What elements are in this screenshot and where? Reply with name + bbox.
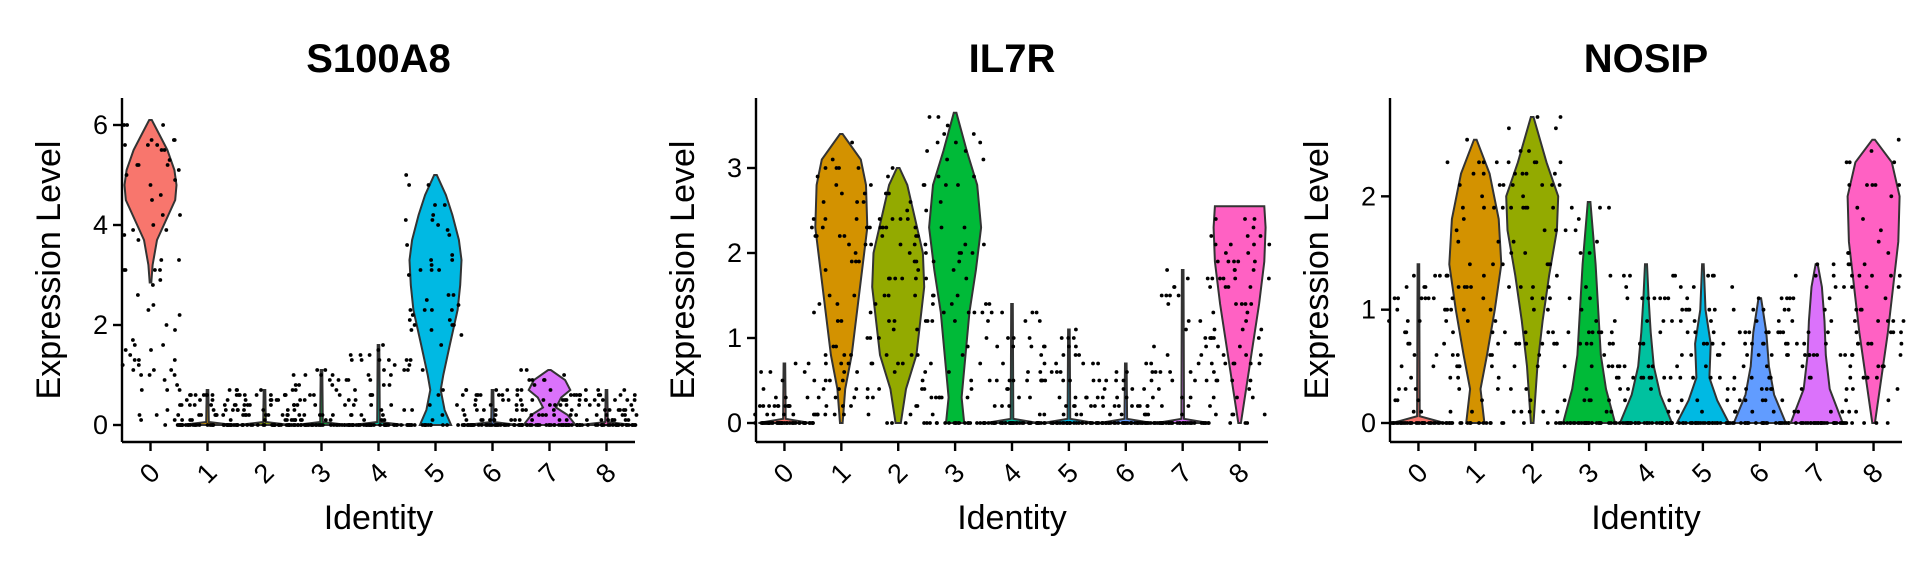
panel-title: IL7R bbox=[969, 37, 1056, 81]
violin-cluster-6 bbox=[1732, 297, 1788, 424]
points-cluster-2 bbox=[866, 166, 930, 425]
y-tick-label: 0 bbox=[93, 410, 108, 440]
x-axis-label: Identity bbox=[324, 499, 434, 537]
panel-title: S100A8 bbox=[306, 37, 451, 81]
y-tick-label: 2 bbox=[93, 310, 108, 340]
y-axis-label: Expression Level bbox=[30, 141, 68, 400]
points-cluster-7 bbox=[1785, 262, 1849, 425]
x-tick-label: 8 bbox=[1223, 457, 1255, 489]
x-tick-label: 5 bbox=[1686, 457, 1718, 489]
y-tick-label: 4 bbox=[93, 210, 108, 240]
x-tick-label: 0 bbox=[768, 457, 800, 489]
points-cluster-8 bbox=[1842, 137, 1906, 425]
points-cluster-2 bbox=[1500, 115, 1563, 425]
violin-cluster-3 bbox=[1561, 201, 1617, 424]
x-tick-label: 4 bbox=[995, 457, 1027, 489]
y-tick-label: 0 bbox=[727, 408, 742, 438]
y-tick-label: 2 bbox=[727, 238, 742, 268]
x-tick-label: 8 bbox=[590, 457, 622, 489]
x-tick-label: 2 bbox=[882, 457, 914, 489]
violin-cluster-0 bbox=[123, 119, 178, 284]
points-cluster-1 bbox=[175, 388, 239, 427]
violin-cluster-0 bbox=[758, 362, 811, 424]
points-cluster-5 bbox=[1037, 327, 1100, 425]
y-axis-label: Expression Level bbox=[1298, 141, 1336, 400]
points-cluster-4 bbox=[1614, 273, 1675, 425]
x-tick-label: 2 bbox=[248, 457, 280, 489]
x-tick-label: 5 bbox=[1052, 457, 1084, 489]
violin-cluster-8 bbox=[1212, 205, 1267, 424]
x-tick-label: 8 bbox=[1857, 457, 1889, 489]
violin-cluster-7 bbox=[1156, 269, 1209, 424]
violin-cluster-7 bbox=[521, 369, 578, 426]
x-tick-label: 0 bbox=[1402, 457, 1434, 489]
violin-cluster-5 bbox=[408, 174, 463, 426]
x-tick-label: 7 bbox=[1800, 457, 1832, 489]
x-tick-label: 5 bbox=[419, 457, 451, 489]
x-tick-label: 3 bbox=[305, 457, 337, 489]
violin-cluster-3 bbox=[928, 111, 983, 424]
points-cluster-0 bbox=[120, 123, 182, 427]
panel-title: NOSIP bbox=[1584, 37, 1708, 81]
points-cluster-1 bbox=[810, 140, 873, 417]
points-cluster-5 bbox=[1673, 273, 1735, 425]
violin-cluster-4 bbox=[1618, 263, 1674, 424]
violin-cluster-2 bbox=[871, 167, 926, 424]
x-tick-label: 0 bbox=[134, 457, 166, 489]
x-tick-label: 6 bbox=[1109, 457, 1141, 489]
x-tick-label: 1 bbox=[825, 457, 857, 489]
y-tick-label: 1 bbox=[727, 323, 742, 353]
x-tick-label: 4 bbox=[1629, 457, 1661, 489]
y-tick-label: 2 bbox=[1361, 181, 1376, 211]
violin-cluster-1 bbox=[814, 133, 869, 424]
x-tick-label: 6 bbox=[476, 457, 508, 489]
points-cluster-7 bbox=[517, 368, 580, 427]
points-cluster-4 bbox=[346, 343, 411, 427]
x-tick-label: 7 bbox=[1166, 457, 1198, 489]
x-tick-label: 2 bbox=[1516, 457, 1548, 489]
points-cluster-1 bbox=[1444, 137, 1506, 425]
x-axis-label: Identity bbox=[1591, 499, 1701, 537]
points-cluster-3 bbox=[290, 368, 352, 427]
violin-cluster-1 bbox=[1448, 138, 1503, 424]
y-tick-label: 6 bbox=[93, 110, 108, 140]
points-cluster-3 bbox=[924, 115, 986, 425]
x-tick-label: 1 bbox=[191, 457, 223, 489]
violin-cluster-4 bbox=[352, 344, 405, 426]
points-cluster-6 bbox=[1731, 296, 1791, 425]
y-axis-label: Expression Level bbox=[664, 141, 702, 400]
x-tick-label: 6 bbox=[1743, 457, 1775, 489]
points-cluster-3 bbox=[1557, 205, 1620, 425]
x-tick-label: 1 bbox=[1459, 457, 1491, 489]
violin-cluster-8 bbox=[1846, 138, 1901, 424]
points-cluster-2 bbox=[232, 388, 297, 427]
y-tick-label: 1 bbox=[1361, 295, 1376, 325]
points-cluster-7 bbox=[1151, 268, 1215, 425]
x-tick-label: 7 bbox=[533, 457, 565, 489]
x-tick-label: 3 bbox=[938, 457, 970, 489]
points-cluster-8 bbox=[1208, 217, 1272, 425]
x-tick-label: 4 bbox=[362, 457, 394, 489]
points-cluster-8 bbox=[575, 388, 639, 427]
points-cluster-0 bbox=[753, 361, 817, 425]
violin-cluster-5 bbox=[1042, 328, 1096, 424]
x-tick-label: 3 bbox=[1572, 457, 1604, 489]
violin-cluster-2 bbox=[1505, 116, 1560, 424]
violin-cluster-3 bbox=[295, 369, 348, 426]
y-tick-label: 0 bbox=[1361, 408, 1376, 438]
x-axis-label: Identity bbox=[957, 499, 1067, 537]
y-tick-label: 3 bbox=[727, 153, 742, 183]
